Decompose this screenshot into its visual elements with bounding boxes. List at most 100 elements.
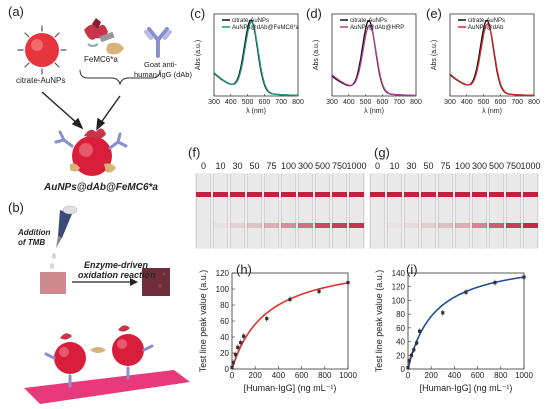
data-point: [415, 341, 418, 344]
x-tick-label: 700: [511, 99, 523, 106]
y-tick-label: 40: [220, 333, 229, 342]
label-of-tmb: of TMB: [18, 238, 45, 247]
legend-label: AuNPs@dAb: [468, 25, 504, 31]
data-point: [408, 359, 411, 362]
test-line: [489, 223, 504, 228]
concentration-label: 75: [440, 161, 450, 171]
strip-membrane: [439, 174, 452, 248]
y-axis-label: Abs (a.u.): [313, 40, 320, 70]
y-tick-label: 80: [220, 301, 229, 310]
x-tick-label: 800: [410, 99, 422, 106]
data-point: [232, 361, 235, 364]
test-line: [264, 223, 279, 228]
control-line: [370, 192, 385, 197]
label-femc6: FeMC6*a: [84, 55, 118, 64]
control-line: [247, 192, 262, 197]
data-point: [236, 346, 239, 349]
x-axis-label: λ (nm): [246, 108, 266, 115]
test-line: [247, 223, 262, 228]
y-tick-label: 120: [392, 283, 406, 292]
strip-set-g: 0 10 30 50 75 100 300 500 750 1000: [368, 160, 548, 250]
data-point: [230, 366, 233, 369]
strip-membrane: [333, 174, 346, 248]
strip-membrane: [282, 174, 295, 248]
test-line: [387, 223, 402, 228]
x-tick-label: 0: [230, 371, 235, 380]
label-citrate-aunps: citrate-AuNPs: [16, 76, 65, 85]
x-tick-label: 600: [259, 99, 271, 106]
control-line: [315, 192, 330, 197]
concentration-label: 1000: [346, 161, 366, 171]
spectrum-chart-c: 300 400 500 600 700 800λ (nm)Abs (a.u.)citrat…: [192, 6, 312, 126]
x-tick-label: 800: [494, 371, 508, 380]
strip-membrane: [371, 174, 384, 248]
x-tick-label: 800: [318, 371, 332, 380]
test-line: [523, 223, 538, 228]
y-tick-label: 100: [216, 285, 230, 294]
x-tick-label: 300: [326, 99, 338, 106]
calibration-chart-i: 0 200 400 600 800 1000020406080100120140[Huma…: [372, 259, 542, 409]
concentration-label: 0: [375, 161, 380, 171]
y-tick-label: 80: [396, 310, 405, 319]
strip-membrane: [316, 174, 329, 248]
membrane: [24, 370, 190, 404]
strip-membrane: [214, 174, 227, 248]
x-tick-label: 500: [360, 99, 372, 106]
panel-label-f: (f): [188, 145, 200, 160]
pad-before: [40, 272, 66, 294]
tmb-drops: [50, 253, 56, 269]
control-line: [213, 192, 228, 197]
label-oxidation: oxidation reaction: [78, 270, 156, 280]
control-line: [523, 192, 538, 197]
spectrum-chart-e: 300 400 500 600 700 800 λ (nm) Abs (a.u.) citrat…: [428, 6, 548, 126]
test-line: [472, 223, 487, 228]
concentration-label: 300: [298, 161, 313, 171]
control-line: [332, 192, 347, 197]
strip-membrane: [197, 174, 210, 248]
strip-membrane: [265, 174, 278, 248]
data-point: [441, 311, 444, 314]
strip-membrane: [248, 174, 261, 248]
data-point: [288, 298, 291, 301]
test-line: [455, 223, 470, 228]
strip-membrane: [350, 174, 363, 248]
y-axis-label: Abs (a.u.): [195, 40, 202, 70]
x-axis-label: λ (nm): [364, 108, 384, 115]
control-line: [489, 192, 504, 197]
test-line: [349, 223, 364, 228]
concentration-label: 300: [472, 161, 487, 171]
calibration-chart-h: 0 200 400 600 800 1000 0 20 40 60 80 100 120 [Human-I…: [196, 259, 366, 409]
y-tick-label: 20: [396, 351, 405, 360]
gold-nanoparticle-icon: [18, 26, 66, 74]
x-tick-label: 200: [425, 371, 439, 380]
y-axis-label: Abs (a.u.): [431, 40, 438, 70]
x-tick-label: 400: [448, 371, 462, 380]
concentration-label: 50: [249, 161, 259, 171]
x-tick-label: 200: [249, 371, 263, 380]
x-tick-label: 400: [461, 99, 473, 106]
data-point: [265, 317, 268, 320]
strip-membrane: [473, 174, 486, 248]
y-tick-label: 60: [396, 324, 405, 333]
test-line: [332, 223, 347, 228]
label-antibody-line2: human-IgG (dAb): [134, 70, 192, 79]
conjugate-particle-icon: [56, 128, 126, 176]
strip-membrane: [405, 174, 418, 248]
x-tick-label: 1000: [515, 371, 533, 380]
panel-label-g: (g): [374, 145, 390, 160]
test-line: [230, 223, 245, 228]
control-line: [349, 192, 364, 197]
y-axis-label: Test line peak value (a.u.): [198, 270, 208, 373]
strip-membrane: [231, 174, 244, 248]
x-tick-label: 400: [272, 371, 286, 380]
control-line: [472, 192, 487, 197]
concentration-label: 30: [232, 161, 242, 171]
y-tick-label: 0: [225, 365, 230, 374]
test-line: [213, 223, 228, 228]
concentration-label: 750: [332, 161, 347, 171]
data-point: [522, 276, 525, 279]
pipette-icon: [56, 206, 77, 248]
concentration-label: 10: [389, 161, 399, 171]
legend-label: AuNPs@dAb@HRP: [350, 25, 404, 31]
y-tick-label: 0: [401, 365, 406, 374]
